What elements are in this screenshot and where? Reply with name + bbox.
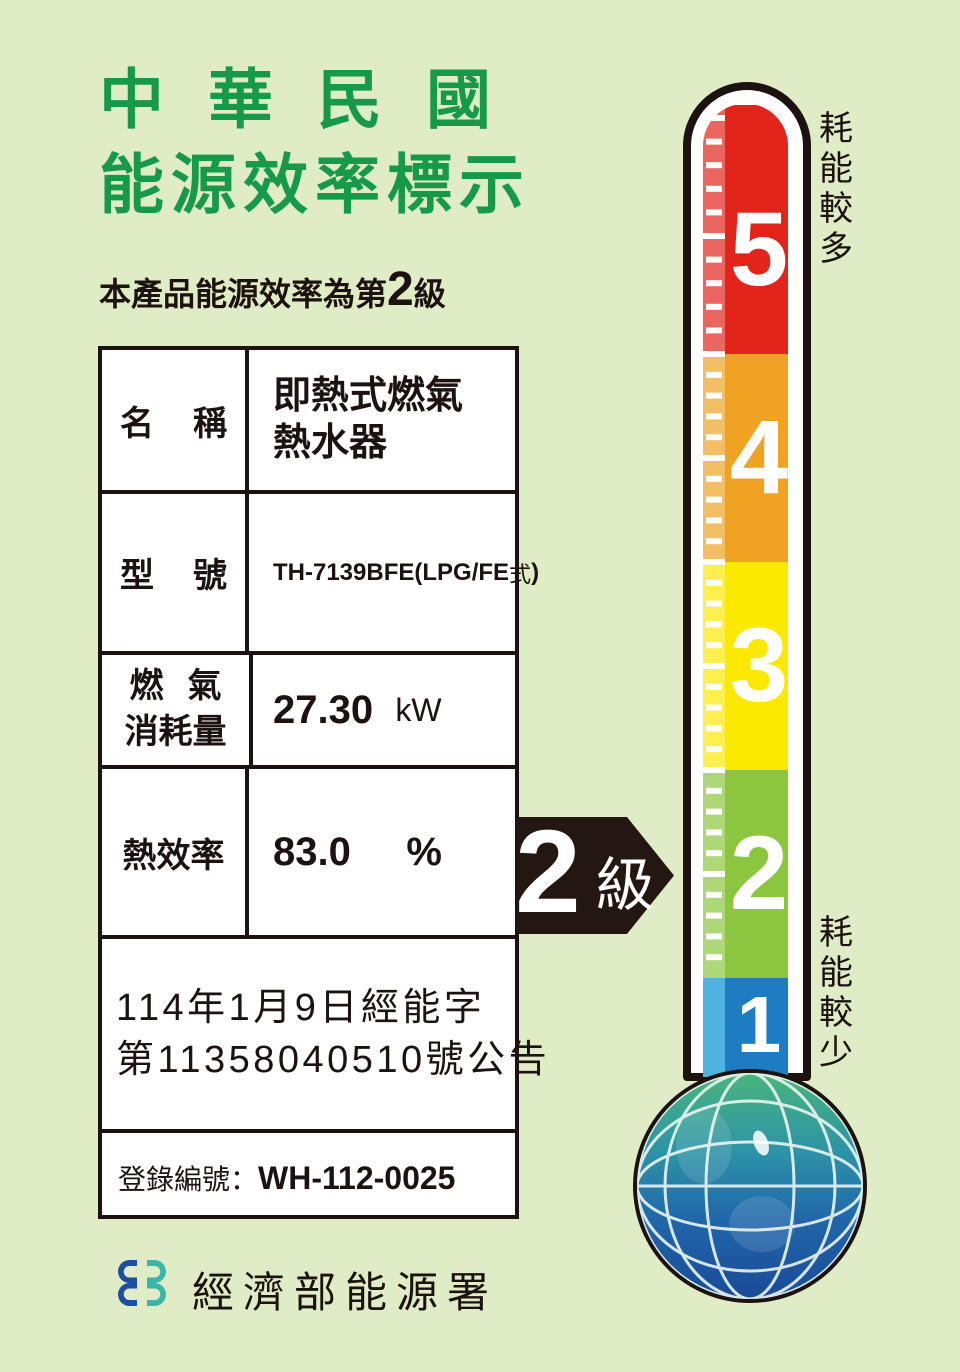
- svg-text:多: 多: [819, 230, 853, 268]
- svg-text:1: 1: [737, 980, 782, 1069]
- svg-text:級: 級: [596, 853, 654, 918]
- svg-text:3: 3: [730, 607, 788, 724]
- svg-text:能: 能: [819, 954, 853, 992]
- svg-text:耗: 耗: [819, 110, 853, 148]
- svg-text:能: 能: [819, 150, 853, 188]
- svg-text:較: 較: [819, 994, 853, 1032]
- svg-text:2: 2: [515, 806, 581, 938]
- svg-text:少: 少: [819, 1034, 853, 1072]
- svg-text:5: 5: [730, 191, 788, 308]
- svg-text:4: 4: [730, 399, 788, 516]
- svg-text:2: 2: [730, 815, 788, 932]
- svg-text:較: 較: [819, 190, 853, 228]
- svg-text:耗: 耗: [819, 914, 853, 952]
